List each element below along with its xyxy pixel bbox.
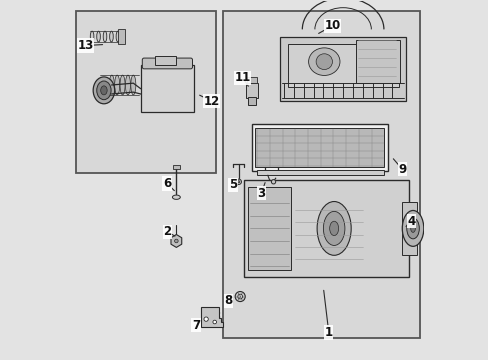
Ellipse shape bbox=[97, 31, 100, 42]
Ellipse shape bbox=[402, 211, 423, 246]
Ellipse shape bbox=[237, 294, 242, 299]
Bar bbox=[355, 40, 399, 83]
Bar bbox=[118, 30, 125, 44]
Bar bbox=[247, 97, 256, 105]
Ellipse shape bbox=[101, 86, 107, 95]
Ellipse shape bbox=[271, 180, 275, 184]
Text: 2: 2 bbox=[163, 225, 171, 238]
Ellipse shape bbox=[323, 211, 344, 246]
Ellipse shape bbox=[103, 31, 106, 42]
Ellipse shape bbox=[406, 218, 419, 239]
Ellipse shape bbox=[90, 31, 94, 42]
Ellipse shape bbox=[97, 81, 111, 100]
Text: 13: 13 bbox=[78, 39, 94, 52]
Ellipse shape bbox=[109, 75, 114, 95]
Bar bbox=[280, 37, 405, 101]
Bar bbox=[223, 12, 419, 338]
Text: 12: 12 bbox=[203, 95, 219, 108]
Bar bbox=[257, 170, 384, 175]
Text: 3: 3 bbox=[257, 187, 265, 200]
Ellipse shape bbox=[203, 317, 208, 321]
Ellipse shape bbox=[308, 48, 339, 76]
Polygon shape bbox=[201, 307, 223, 327]
Ellipse shape bbox=[236, 179, 241, 184]
Text: 7: 7 bbox=[192, 319, 200, 332]
Ellipse shape bbox=[172, 195, 180, 199]
Ellipse shape bbox=[315, 54, 332, 69]
Text: 8: 8 bbox=[224, 294, 232, 307]
Bar bbox=[172, 165, 180, 169]
Bar bbox=[247, 77, 257, 83]
Ellipse shape bbox=[115, 75, 120, 95]
Bar bbox=[140, 65, 194, 112]
Polygon shape bbox=[171, 234, 182, 247]
Bar bbox=[244, 180, 408, 277]
Ellipse shape bbox=[93, 77, 115, 104]
Ellipse shape bbox=[410, 225, 414, 232]
Text: 4: 4 bbox=[407, 215, 414, 228]
Bar bbox=[247, 187, 290, 270]
Bar bbox=[255, 128, 384, 167]
Text: 9: 9 bbox=[397, 163, 406, 176]
Text: 10: 10 bbox=[324, 19, 340, 32]
Ellipse shape bbox=[329, 221, 338, 235]
Bar bbox=[76, 12, 215, 173]
Text: 1: 1 bbox=[324, 326, 332, 339]
Bar bbox=[402, 202, 416, 255]
Bar bbox=[287, 44, 398, 87]
Bar bbox=[155, 56, 176, 65]
Bar bbox=[246, 83, 258, 98]
Ellipse shape bbox=[116, 31, 120, 42]
Ellipse shape bbox=[235, 292, 244, 302]
Ellipse shape bbox=[317, 202, 350, 255]
Ellipse shape bbox=[109, 31, 113, 42]
Text: 6: 6 bbox=[163, 177, 171, 190]
Ellipse shape bbox=[120, 75, 125, 95]
Ellipse shape bbox=[212, 320, 216, 324]
Ellipse shape bbox=[174, 239, 178, 243]
Text: 5: 5 bbox=[228, 178, 237, 191]
Text: 11: 11 bbox=[234, 71, 250, 84]
FancyBboxPatch shape bbox=[142, 58, 192, 69]
Ellipse shape bbox=[237, 181, 239, 183]
Ellipse shape bbox=[125, 75, 130, 95]
Bar bbox=[251, 125, 387, 171]
Ellipse shape bbox=[131, 75, 136, 95]
